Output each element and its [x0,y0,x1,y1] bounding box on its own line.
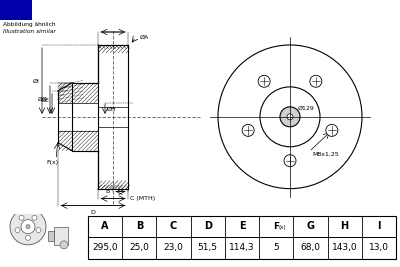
Text: 23,0: 23,0 [164,243,184,252]
Circle shape [326,124,338,136]
Bar [48,231,54,241]
Text: 51,5: 51,5 [198,243,218,252]
Circle shape [60,241,68,249]
Text: B: B [136,221,143,231]
Text: (x): (x) [279,225,286,230]
Text: M8x1,25: M8x1,25 [312,152,339,157]
Circle shape [280,107,300,127]
Text: B: B [106,189,110,194]
Text: Abbildung ähnlich: Abbildung ähnlich [3,22,56,27]
Text: G: G [306,221,314,231]
Text: C: C [170,221,177,231]
Circle shape [26,235,30,240]
Text: 24.0125-0208.1: 24.0125-0208.1 [90,3,214,17]
Circle shape [310,75,322,87]
Text: ØG: ØG [38,97,48,102]
Text: 5: 5 [273,243,279,252]
Text: 425208: 425208 [259,3,317,17]
Text: ØI: ØI [33,78,40,83]
Text: 25,0: 25,0 [129,243,149,252]
Bar [54,227,68,245]
Text: H: H [341,221,349,231]
Text: ATE: ATE [277,122,323,142]
Text: 114,3: 114,3 [229,243,255,252]
Bar [88,216,396,259]
Text: D: D [90,210,96,215]
Text: Ø129: Ø129 [298,106,315,111]
Text: I: I [377,221,381,231]
Text: ØE: ØE [41,98,50,103]
Text: 143,0: 143,0 [332,243,358,252]
Circle shape [10,209,46,245]
Circle shape [260,87,320,147]
Circle shape [36,227,41,233]
Text: 13,0: 13,0 [369,243,389,252]
Text: A: A [101,221,109,231]
Circle shape [287,114,293,120]
Text: 68,0: 68,0 [300,243,320,252]
Circle shape [218,45,362,189]
Text: E: E [239,221,245,231]
Circle shape [21,220,35,234]
Text: 295,0: 295,0 [92,243,118,252]
Circle shape [32,215,37,220]
Text: C (MTH): C (MTH) [130,196,155,201]
Circle shape [258,75,270,87]
Circle shape [15,227,20,233]
Text: F(x): F(x) [46,160,58,165]
Circle shape [26,225,30,229]
Text: Illustration similar: Illustration similar [3,29,56,34]
Text: D: D [204,221,212,231]
Text: ®: ® [300,126,307,132]
Text: ØA: ØA [140,34,149,40]
Circle shape [284,155,296,167]
Bar [0,0,32,20]
Circle shape [19,215,24,220]
Text: F: F [273,222,279,231]
Circle shape [242,124,254,136]
Text: ØH: ØH [107,107,117,112]
